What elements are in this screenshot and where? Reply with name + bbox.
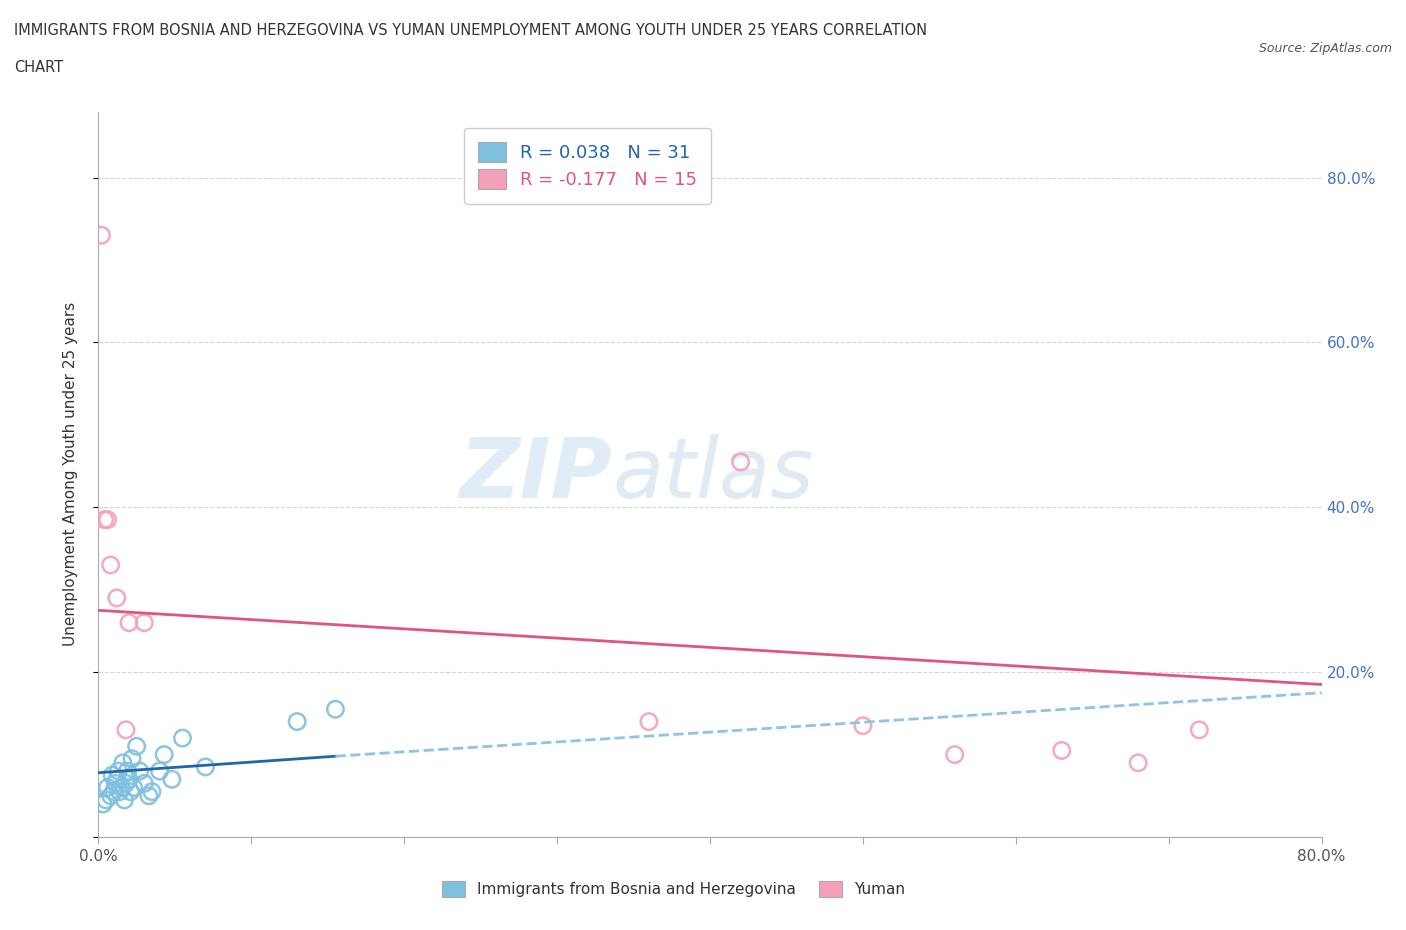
Point xyxy=(141,784,163,799)
Point xyxy=(172,731,194,746)
Text: CHART: CHART xyxy=(14,60,63,75)
Point xyxy=(138,789,160,804)
Point xyxy=(134,776,156,790)
Text: atlas: atlas xyxy=(612,433,814,515)
Point xyxy=(128,764,150,778)
Point xyxy=(97,512,120,527)
Point xyxy=(115,723,138,737)
Point xyxy=(1050,743,1073,758)
Point xyxy=(121,751,143,766)
Point xyxy=(90,228,112,243)
Point xyxy=(104,776,127,790)
Point xyxy=(105,772,128,787)
Point xyxy=(97,780,120,795)
Point xyxy=(100,558,122,573)
Point xyxy=(285,714,308,729)
Point xyxy=(852,718,875,733)
Point xyxy=(149,764,172,778)
Point xyxy=(112,792,135,807)
Point xyxy=(125,738,148,753)
Point xyxy=(111,755,134,770)
Point xyxy=(107,764,129,778)
Point xyxy=(100,789,122,804)
Point xyxy=(105,591,128,605)
Point xyxy=(325,702,347,717)
Point xyxy=(153,747,176,762)
Point xyxy=(101,768,124,783)
Point xyxy=(117,764,139,778)
Point xyxy=(103,784,125,799)
Point xyxy=(1188,723,1211,737)
Point xyxy=(94,792,117,807)
Text: ZIP: ZIP xyxy=(460,433,612,515)
Legend: Immigrants from Bosnia and Herzegovina, Yuman: Immigrants from Bosnia and Herzegovina, … xyxy=(430,869,917,910)
Point xyxy=(943,747,966,762)
Point xyxy=(120,784,142,799)
Point xyxy=(91,797,114,812)
Point xyxy=(194,760,217,775)
Point xyxy=(110,780,132,795)
Point xyxy=(118,616,141,631)
Point xyxy=(1128,755,1150,770)
Point xyxy=(122,780,145,795)
Point xyxy=(115,776,138,790)
Point xyxy=(160,772,183,787)
Text: IMMIGRANTS FROM BOSNIA AND HERZEGOVINA VS YUMAN UNEMPLOYMENT AMONG YOUTH UNDER 2: IMMIGRANTS FROM BOSNIA AND HERZEGOVINA V… xyxy=(14,23,927,38)
Y-axis label: Unemployment Among Youth under 25 years: Unemployment Among Youth under 25 years xyxy=(63,302,77,646)
Point xyxy=(118,772,141,787)
Point xyxy=(637,714,661,729)
Point xyxy=(93,512,115,527)
Text: Source: ZipAtlas.com: Source: ZipAtlas.com xyxy=(1258,42,1392,55)
Point xyxy=(730,455,752,470)
Point xyxy=(134,616,156,631)
Point xyxy=(108,784,131,799)
